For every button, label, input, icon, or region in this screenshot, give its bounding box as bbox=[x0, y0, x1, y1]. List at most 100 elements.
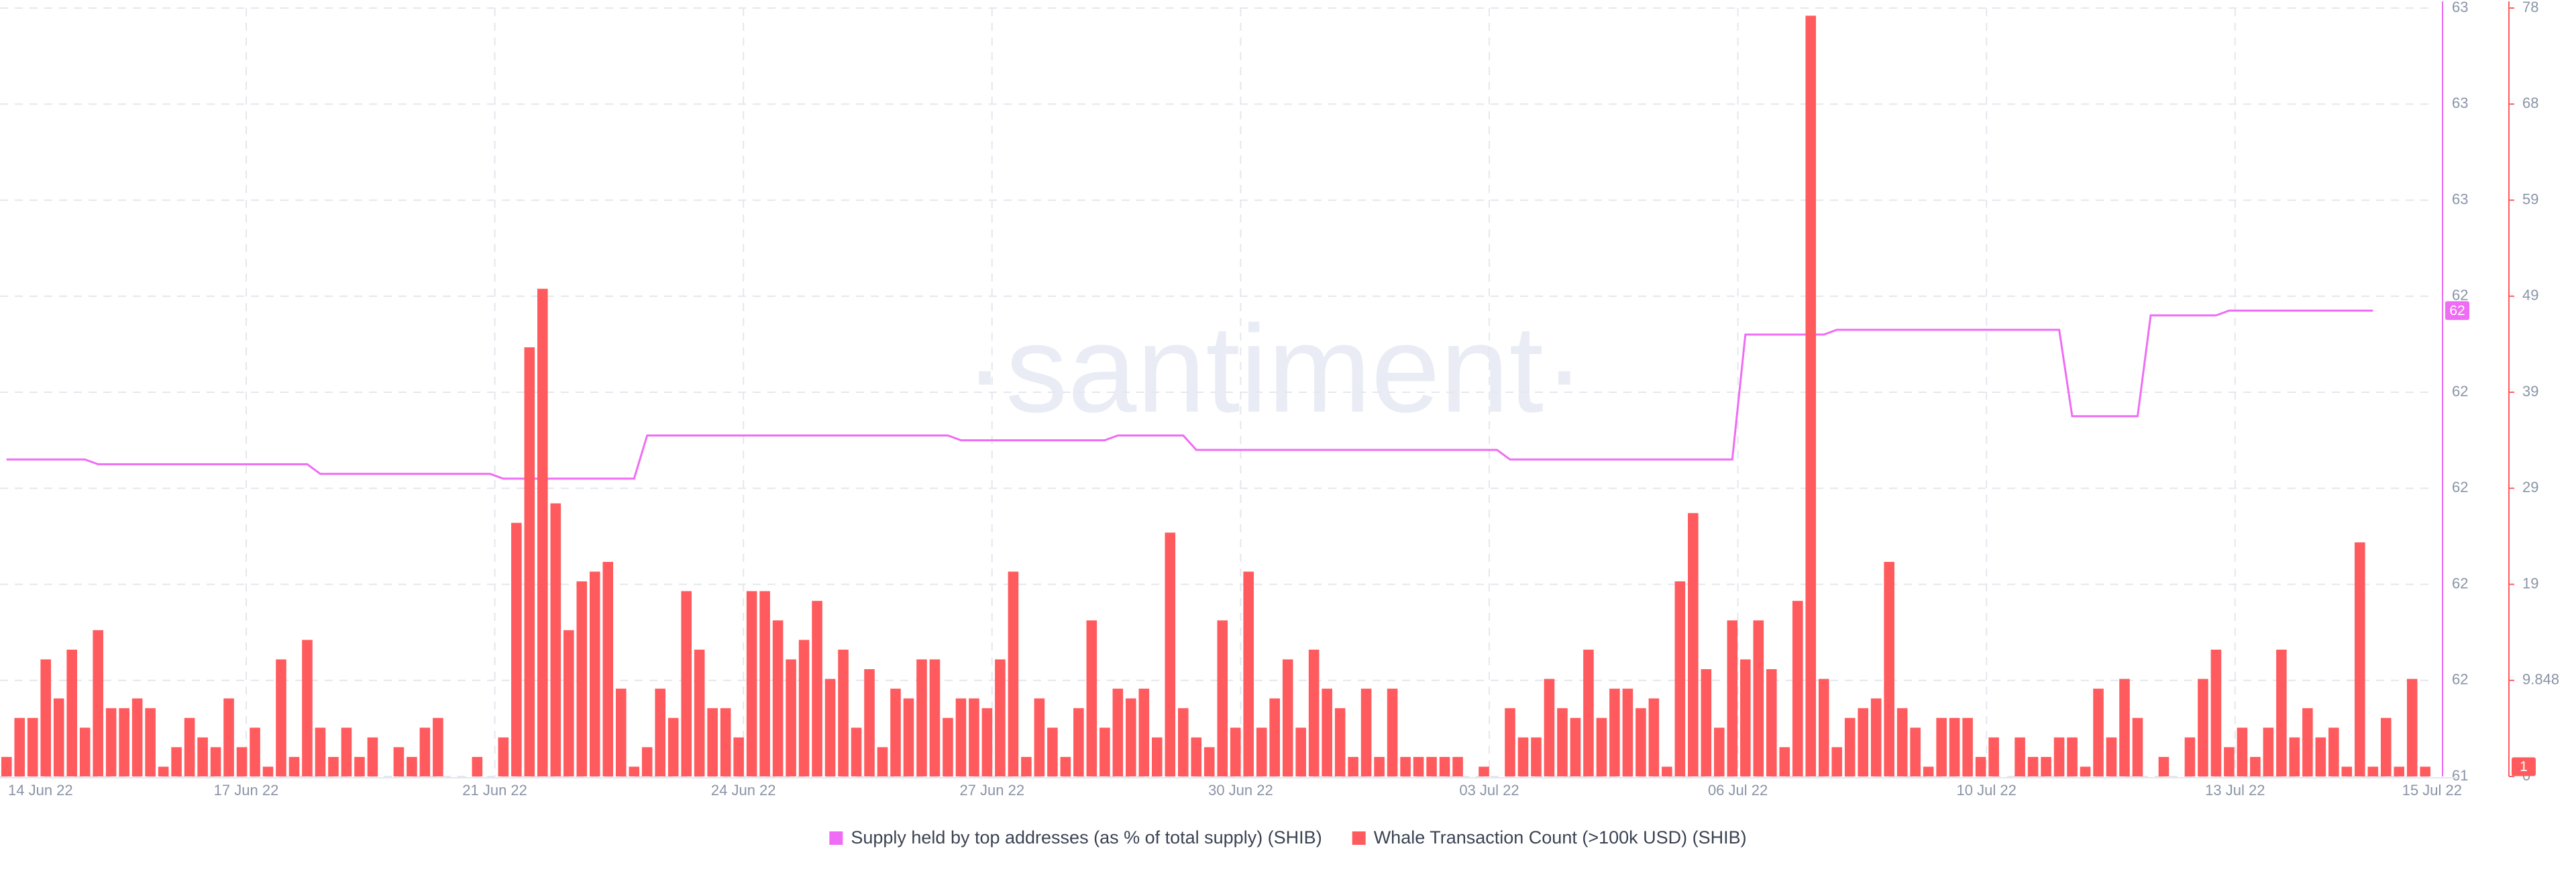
bar bbox=[2132, 717, 2143, 776]
bar bbox=[537, 288, 548, 777]
x-tick-label: 06 Jul 22 bbox=[1708, 782, 1768, 799]
bar bbox=[1479, 766, 1489, 776]
bar bbox=[1870, 698, 1882, 776]
bar bbox=[302, 640, 313, 776]
bar bbox=[1714, 727, 1725, 776]
x-tick-label: 24 Jun 22 bbox=[711, 782, 776, 799]
bar bbox=[1949, 717, 1960, 776]
legend-swatch bbox=[1352, 831, 1366, 845]
bar bbox=[1439, 756, 1450, 776]
bar bbox=[2289, 737, 2300, 776]
bar bbox=[1452, 756, 1463, 776]
bar bbox=[877, 747, 888, 776]
x-tick-label: 10 Jul 22 bbox=[1957, 782, 2017, 799]
bar bbox=[1126, 698, 1136, 776]
bar bbox=[1008, 571, 1019, 776]
bar bbox=[184, 717, 195, 776]
bar bbox=[1884, 561, 1894, 776]
value-badge bbox=[2512, 757, 2536, 776]
bar bbox=[1674, 581, 1686, 776]
bar bbox=[1060, 756, 1071, 776]
bar bbox=[354, 756, 365, 776]
bar bbox=[524, 347, 535, 776]
bar bbox=[1334, 708, 1346, 776]
y-tick-label: 62 bbox=[2452, 383, 2468, 400]
bar bbox=[433, 717, 443, 776]
bar bbox=[1635, 708, 1646, 776]
bar bbox=[2093, 689, 2104, 776]
bar bbox=[2210, 649, 2222, 776]
bar bbox=[2184, 737, 2196, 776]
x-tick-label: 27 Jun 22 bbox=[959, 782, 1024, 799]
bar bbox=[1295, 727, 1306, 776]
bar bbox=[2041, 756, 2051, 776]
x-tick-label: 17 Jun 22 bbox=[214, 782, 279, 799]
bar bbox=[720, 708, 731, 776]
bar bbox=[2302, 708, 2313, 776]
bar bbox=[1910, 727, 1921, 776]
bar bbox=[1517, 737, 1529, 776]
bar bbox=[1165, 532, 1176, 776]
bar bbox=[315, 727, 326, 776]
y2-tick-label: 29 bbox=[2522, 479, 2538, 495]
bar bbox=[969, 698, 979, 776]
y2-tick-label: 59 bbox=[2522, 190, 2538, 207]
bar bbox=[1557, 708, 1568, 776]
bar bbox=[2315, 737, 2326, 776]
line bbox=[6, 309, 2373, 480]
bar bbox=[667, 717, 679, 776]
bar bbox=[2119, 679, 2130, 776]
bar bbox=[2053, 737, 2065, 776]
bar bbox=[158, 766, 169, 776]
bar bbox=[262, 766, 274, 776]
bar bbox=[1217, 620, 1228, 776]
bar bbox=[1191, 737, 1202, 776]
bar bbox=[1360, 689, 1372, 776]
bar bbox=[53, 698, 64, 776]
y-tick-label: 63 bbox=[2452, 95, 2468, 111]
bar bbox=[1073, 708, 1084, 776]
bar bbox=[798, 640, 810, 776]
bar bbox=[2380, 717, 2392, 776]
bar bbox=[40, 659, 52, 776]
bar bbox=[145, 708, 156, 776]
y2-tick-label: 39 bbox=[2522, 383, 2538, 400]
bar bbox=[655, 689, 666, 776]
bar bbox=[2341, 766, 2353, 776]
bar bbox=[2106, 737, 2117, 776]
bar bbox=[1831, 747, 1843, 776]
bar bbox=[276, 659, 286, 776]
bar bbox=[1269, 698, 1280, 776]
y-tick-label: 62 bbox=[2452, 575, 2468, 591]
bar bbox=[916, 659, 927, 776]
bar bbox=[733, 737, 744, 776]
bar bbox=[79, 727, 91, 776]
bar bbox=[1896, 708, 1908, 776]
bar bbox=[93, 630, 103, 776]
bar bbox=[2406, 679, 2418, 776]
bar bbox=[2367, 766, 2379, 776]
y-tick-label: 62 bbox=[2452, 479, 2468, 495]
bar bbox=[288, 756, 300, 776]
bar bbox=[1570, 717, 1581, 776]
bar bbox=[1308, 649, 1320, 776]
bar bbox=[2328, 727, 2339, 776]
bar bbox=[1544, 679, 1555, 776]
bar bbox=[1034, 698, 1045, 776]
bar bbox=[746, 591, 757, 776]
bar bbox=[707, 708, 718, 776]
bar bbox=[1818, 679, 1829, 776]
bar bbox=[1348, 756, 1358, 776]
x-tick-label: 14 Jun 22 bbox=[8, 782, 73, 799]
y-tick-label: 63 bbox=[2452, 0, 2468, 15]
bar bbox=[407, 756, 417, 776]
bar bbox=[759, 591, 770, 776]
bar bbox=[131, 698, 143, 776]
bar bbox=[851, 727, 862, 776]
bar bbox=[2158, 756, 2169, 776]
bar bbox=[824, 679, 836, 776]
bar bbox=[2263, 727, 2274, 776]
bar bbox=[1988, 737, 1999, 776]
y-tick-label: 63 bbox=[2452, 190, 2468, 207]
